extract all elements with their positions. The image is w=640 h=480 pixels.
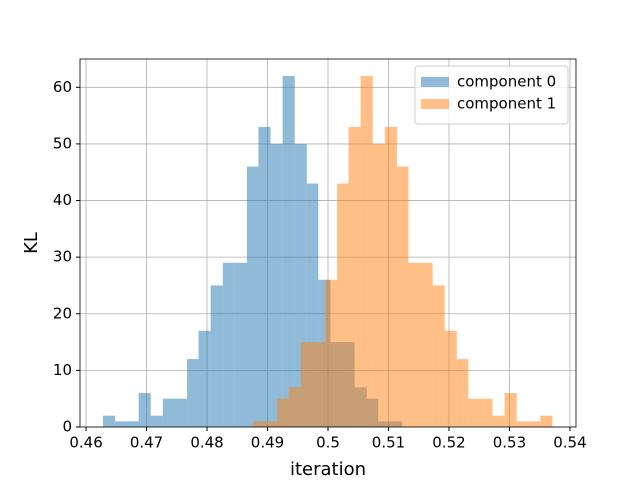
- x-tick-label: 0.53: [493, 434, 526, 452]
- bar: [282, 75, 295, 427]
- y-tick-label: 20: [53, 304, 72, 322]
- x-tick-label: 0.5: [316, 434, 340, 452]
- bar: [115, 421, 128, 427]
- bar: [198, 330, 211, 427]
- bar: [234, 262, 247, 427]
- bar: [432, 285, 445, 427]
- bar: [265, 421, 278, 427]
- bar: [372, 143, 385, 427]
- x-tick-label: 0.46: [69, 434, 102, 452]
- bar: [138, 393, 151, 427]
- bar: [300, 342, 313, 427]
- bar: [528, 421, 541, 427]
- y-tick-label: 40: [53, 191, 72, 209]
- legend-label: component 0: [457, 73, 556, 91]
- bar: [337, 183, 349, 427]
- bar: [384, 126, 397, 427]
- bar: [468, 398, 481, 427]
- y-tick-label: 10: [53, 361, 72, 379]
- y-tick-label: 50: [53, 134, 72, 152]
- x-axis-label: iteration: [290, 459, 366, 480]
- bar: [127, 421, 139, 427]
- bar: [420, 262, 433, 427]
- y-tick-label: 0: [62, 418, 72, 436]
- bar: [210, 285, 223, 427]
- bar: [456, 359, 469, 427]
- legend-box: [414, 65, 569, 125]
- bar: [174, 398, 188, 427]
- plot-frame: [79, 58, 577, 428]
- bar: [277, 398, 289, 427]
- bar: [222, 262, 235, 427]
- legend-swatch: [421, 77, 449, 87]
- x-tick-label: 0.51: [372, 434, 405, 452]
- bar: [324, 279, 338, 427]
- legend-label: component 1: [457, 95, 556, 113]
- y-tick-label: 60: [53, 78, 72, 96]
- bar: [312, 342, 325, 427]
- bar: [444, 330, 457, 427]
- bar: [306, 183, 319, 427]
- x-tick-label: 0.47: [130, 434, 163, 452]
- bar: [102, 415, 116, 427]
- bar: [150, 415, 163, 427]
- bar: [162, 398, 175, 427]
- bar: [246, 166, 259, 428]
- bar: [348, 126, 361, 427]
- bar: [360, 75, 373, 427]
- bar: [540, 415, 553, 427]
- y-tick-label: 30: [53, 248, 72, 266]
- y-axis-label: KL: [21, 232, 42, 254]
- x-tick-label: 0.52: [432, 434, 465, 452]
- bar: [252, 421, 266, 427]
- bar: [492, 415, 505, 427]
- bar: [396, 166, 409, 428]
- bar: [187, 359, 199, 427]
- x-tick-label: 0.49: [251, 434, 284, 452]
- bar: [516, 421, 529, 427]
- bar: [480, 398, 493, 427]
- bar: [270, 143, 283, 427]
- bar: [408, 262, 421, 427]
- legend-swatch: [421, 99, 449, 109]
- bar: [504, 393, 517, 427]
- x-tick-label: 0.54: [553, 434, 586, 452]
- bar: [288, 387, 301, 427]
- x-tick-label: 0.48: [190, 434, 223, 452]
- bar: [258, 126, 271, 427]
